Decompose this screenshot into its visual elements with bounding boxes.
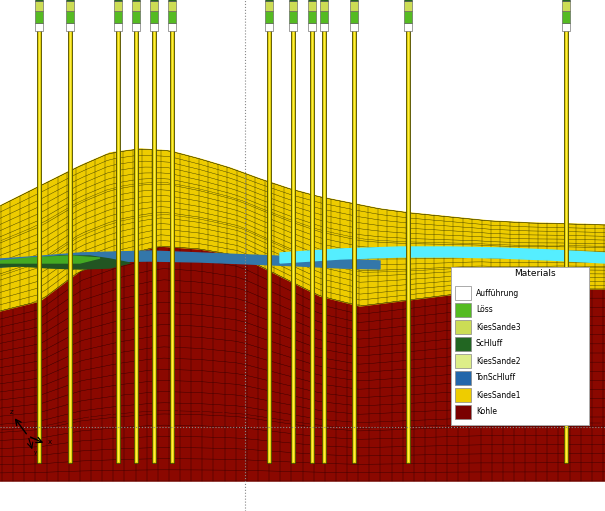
Bar: [35, 23, 44, 31]
Bar: [114, 1, 122, 11]
Text: TonScHluff: TonScHluff: [476, 374, 516, 383]
Bar: [455, 320, 471, 334]
Bar: [150, 1, 159, 11]
Bar: [35, 1, 44, 11]
Bar: [265, 23, 273, 31]
Bar: [455, 371, 471, 385]
Bar: [65, 1, 74, 11]
Text: Kohle: Kohle: [476, 407, 497, 416]
Bar: [132, 0, 140, 1]
Bar: [455, 286, 471, 300]
Text: z: z: [10, 409, 14, 415]
Bar: [65, 23, 74, 31]
Bar: [561, 1, 570, 11]
Bar: [319, 23, 328, 31]
Bar: [455, 388, 471, 402]
Bar: [114, 23, 122, 31]
Bar: [289, 23, 298, 31]
Bar: [307, 1, 316, 11]
Bar: [561, 23, 570, 31]
Text: x: x: [48, 439, 52, 445]
Bar: [561, 11, 570, 23]
Text: Materials: Materials: [514, 268, 555, 277]
Bar: [404, 23, 413, 31]
Bar: [265, 11, 273, 23]
Polygon shape: [0, 251, 380, 269]
Bar: [319, 0, 328, 1]
Bar: [35, 0, 44, 1]
Bar: [455, 405, 471, 419]
Bar: [289, 11, 298, 23]
Bar: [350, 11, 358, 23]
Bar: [150, 11, 159, 23]
Bar: [404, 1, 413, 11]
Bar: [168, 1, 177, 11]
Bar: [404, 11, 413, 23]
Bar: [150, 0, 159, 1]
Polygon shape: [280, 247, 605, 263]
Bar: [319, 11, 328, 23]
Bar: [307, 11, 316, 23]
Polygon shape: [0, 256, 130, 269]
Bar: [168, 0, 177, 1]
Bar: [168, 11, 177, 23]
Bar: [307, 0, 316, 1]
Bar: [350, 23, 358, 31]
Polygon shape: [0, 149, 605, 311]
Bar: [265, 0, 273, 1]
Bar: [114, 0, 122, 1]
Bar: [150, 23, 159, 31]
Bar: [307, 23, 316, 31]
Polygon shape: [0, 246, 605, 481]
Bar: [114, 11, 122, 23]
Bar: [132, 11, 140, 23]
Bar: [132, 23, 140, 31]
Bar: [289, 1, 298, 11]
Text: Löss: Löss: [476, 306, 492, 314]
Text: y: y: [34, 450, 38, 455]
Bar: [168, 23, 177, 31]
Text: ScHluff: ScHluff: [476, 339, 503, 349]
Bar: [319, 1, 328, 11]
Bar: [455, 303, 471, 317]
Bar: [65, 0, 74, 1]
Bar: [65, 11, 74, 23]
Bar: [404, 0, 413, 1]
Bar: [265, 1, 273, 11]
Polygon shape: [0, 256, 100, 263]
Bar: [289, 0, 298, 1]
Bar: [455, 337, 471, 351]
Text: KiesSande1: KiesSande1: [476, 390, 520, 400]
Bar: [561, 0, 570, 1]
Text: KiesSande3: KiesSande3: [476, 322, 521, 332]
Bar: [451, 267, 589, 425]
Bar: [35, 11, 44, 23]
Bar: [350, 1, 358, 11]
Bar: [132, 1, 140, 11]
Text: KiesSande2: KiesSande2: [476, 357, 520, 365]
Text: Aufführung: Aufführung: [476, 289, 519, 297]
Bar: [350, 0, 358, 1]
Bar: [455, 354, 471, 368]
